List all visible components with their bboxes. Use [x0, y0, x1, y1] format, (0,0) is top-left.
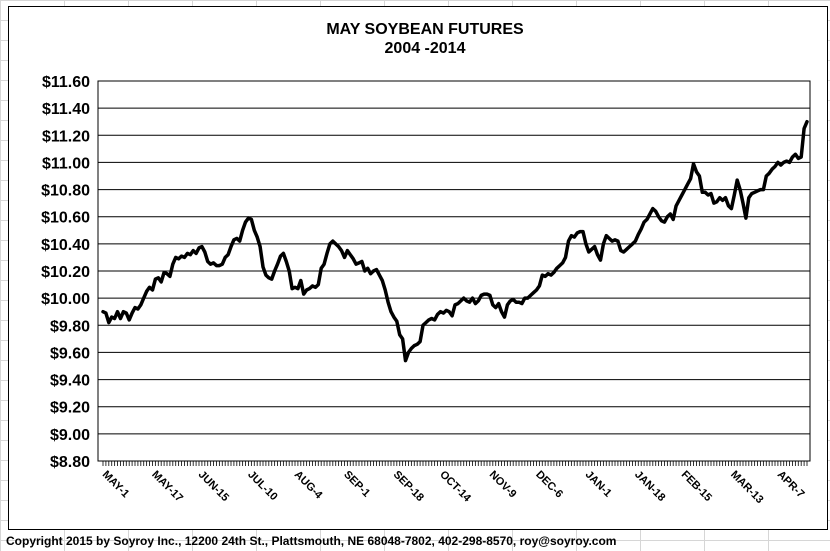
y-tick-label: $11.00 — [42, 155, 90, 172]
x-tick-label: DEC-6 — [533, 469, 565, 501]
x-tick-label: AUG-4 — [292, 469, 325, 502]
x-tick-label: MAY-17 — [149, 469, 185, 505]
x-tick-label: MAR-13 — [728, 469, 765, 506]
x-tick-label: APR-7 — [775, 469, 807, 501]
x-tick-label: OCT-14 — [437, 469, 473, 505]
y-tick-label: $9.40 — [50, 373, 90, 390]
plot-area-border — [97, 80, 811, 462]
y-tick-label: $11.60 — [42, 74, 90, 91]
chart-subtitle: 2004 -2014 — [385, 40, 466, 57]
y-tick-label: $8.80 — [50, 454, 90, 471]
x-tick-label: JAN-1 — [583, 469, 614, 500]
x-tick-label: FEB-15 — [679, 469, 714, 504]
x-tick-label: JAN-18 — [632, 469, 667, 504]
x-tick-label: SEP-1 — [341, 469, 372, 500]
y-axis-ticks: $8.80 $9.00 $9.20 $9.40 $9.60 $9.80 $10.00 $10.… — [41, 74, 90, 471]
copyright-address: Inc., 12200 24th St., — [154, 534, 272, 548]
y-tick-label: $11.40 — [42, 101, 90, 118]
y-tick-label: $10.80 — [41, 183, 90, 200]
series-line-may-soybean — [101, 119, 809, 363]
y-tick-label: $9.80 — [50, 318, 90, 335]
y-tick-label: $11.20 — [42, 128, 90, 145]
y-tick-label: $10.20 — [41, 264, 90, 281]
copyright-footer: Copyright 2015 by Soyroy Inc., 12200 24t… — [6, 534, 616, 548]
x-tick-label: MAY-1 — [100, 469, 132, 501]
copyright-city: Plattsmouth — [271, 534, 341, 548]
y-tick-label: $9.00 — [50, 427, 90, 444]
chart-title: MAY SOYBEAN FUTURES — [326, 21, 524, 38]
y-tick-label: $9.20 — [50, 400, 90, 417]
y-tick-label: $10.40 — [41, 237, 90, 254]
gridlines — [98, 80, 810, 462]
y-tick-label: $9.60 — [50, 345, 90, 362]
chart-frame — [8, 6, 828, 530]
x-axis-minor-ticks — [102, 461, 808, 466]
copyright-phone: , NE 68048-7802, 402-298-8570, — [340, 534, 520, 548]
x-axis-ticks: MAY-1 MAY-17 JUN-15 JUL-10 AUG-4 SEP-1 SEP-18 O… — [100, 469, 807, 506]
y-tick-label: $10.00 — [41, 291, 90, 308]
x-tick-label: JUL-10 — [245, 469, 279, 503]
y-tick-label: $10.60 — [41, 210, 90, 227]
x-tick-label: JUN-15 — [196, 469, 231, 504]
x-tick-label: SEP-18 — [391, 469, 426, 504]
copyright-email: roy@soyroy.com — [519, 534, 617, 548]
copyright-prefix: Copyright 2015 by — [6, 534, 114, 548]
x-tick-label: NOV-9 — [487, 469, 519, 501]
copyright-company: Soyroy — [113, 534, 155, 548]
